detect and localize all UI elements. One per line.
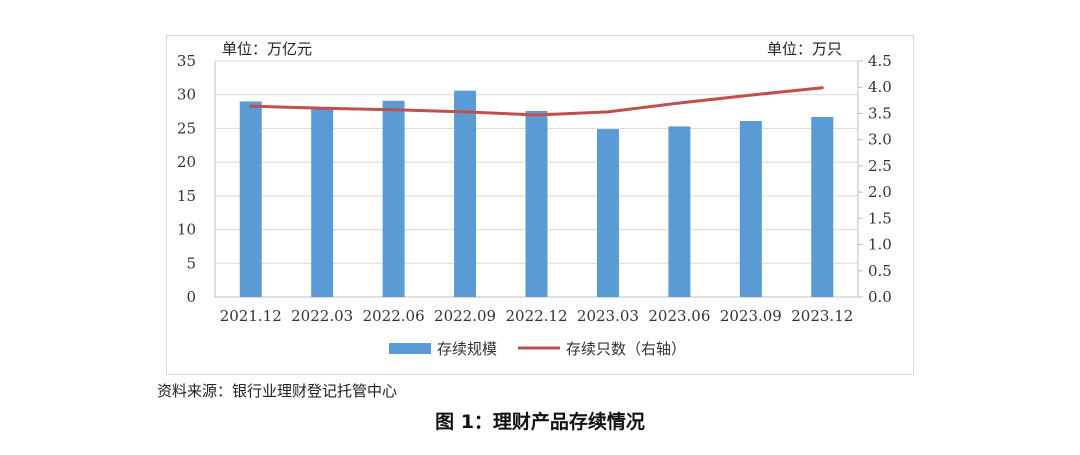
bar [596,129,619,297]
left-axis-unit: 单位：万亿元 [222,40,313,58]
bar [668,126,691,297]
x-tick-label: 2021.12 [220,307,282,325]
x-tick-label: 2022.12 [505,307,567,325]
y-right-tick-label: 1.5 [868,209,892,227]
y-right-tick-label: 2.5 [868,157,892,175]
bar [311,106,334,297]
x-tick-label: 2023.06 [648,307,710,325]
source-note: 资料来源：银行业理财登记托管中心 [157,382,398,400]
bar [454,90,477,297]
y-right-tick-label: 4.0 [868,78,892,96]
bar [739,121,762,297]
line-series-count [249,86,824,117]
y-right-tick-label: 4.5 [868,52,892,70]
chart-frame [166,35,914,375]
y-left-tick-label: 35 [177,52,196,70]
x-tick-label: 2023.09 [720,307,782,325]
combo-chart: 0 5 10 15 20 25 30 35 0.0 0.5 1.0 1.5 2.0 2.5 3.0 3.5 4.… [177,52,892,358]
y-right-tick-label: 0.5 [868,262,892,280]
y-left-tick-label: 10 [177,221,196,239]
right-axis-unit: 单位：万只 [767,40,843,58]
y-right-tick-label: 0.0 [868,288,892,306]
y-right-tick-label: 2.0 [868,183,892,201]
y-right-tick-label: 1.0 [868,236,892,254]
y-left-tick-label: 15 [177,187,196,205]
y-left-tick-label: 20 [177,153,196,171]
bar [525,110,548,297]
y-left-tick-label: 5 [186,254,196,272]
y-right-tick-label: 3.0 [868,131,892,149]
y-left-tick-label: 25 [177,119,196,137]
y-left-tick-label: 30 [177,86,196,104]
y-right-tick-label: 3.5 [868,104,892,122]
legend-label-line: 存续只数（右轴） [566,340,686,358]
y-left-tick-label: 0 [186,288,196,306]
x-tick-label: 2022.06 [363,307,425,325]
x-tick-label: 2023.03 [577,307,639,325]
legend-swatch-bar [389,343,431,354]
bar [811,116,834,297]
x-tick-label: 2022.03 [291,307,353,325]
bar [239,101,262,297]
x-tick-label: 2022.09 [434,307,496,325]
legend-label-bar: 存续规模 [437,340,497,358]
x-tick-label: 2023.12 [791,307,853,325]
bar [382,100,405,297]
figure-title: 图 1：理财产品存续情况 [435,411,645,433]
